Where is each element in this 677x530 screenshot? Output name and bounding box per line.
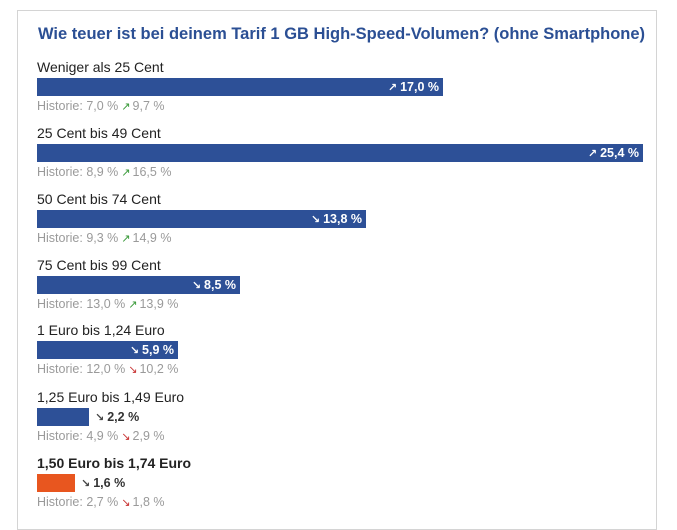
bar: ↗ 17,0 % — [37, 78, 443, 96]
history-line: Historie: 2,7 % ↘ 1,8 % — [37, 493, 647, 511]
history-line: Historie: 12,0 % ↘ 10,2 % — [37, 360, 647, 378]
trend-up-arrow-icon: ↗ — [128, 299, 138, 311]
history-value-1: 2,7 % — [86, 495, 119, 509]
trend-down-arrow-icon: ↘ — [128, 364, 138, 376]
history-line: Historie: 13,0 % ↗ 13,9 % — [37, 295, 647, 313]
bar-row: ↗ 17,0 % — [37, 78, 647, 96]
poll-option[interactable]: 1 Euro bis 1,24 Euro ↘ 5,9 % Historie: 12… — [37, 321, 647, 378]
history-value-2: 14,9 % — [132, 231, 172, 245]
history-label: Historie: — [37, 231, 83, 245]
trend-down-arrow-icon: ↘ — [310, 214, 321, 226]
poll-option[interactable]: 75 Cent bis 99 Cent ↘ 8,5 % Historie: 13,… — [37, 256, 647, 313]
data-label: ↘ 13,8 % — [311, 212, 362, 226]
bar: ↘ 8,5 % — [37, 276, 240, 294]
bar — [37, 408, 89, 426]
trend-up-arrow-icon: ↗ — [587, 148, 598, 160]
option-label: 1,50 Euro bis 1,74 Euro — [37, 455, 192, 471]
poll-option[interactable]: 1,50 Euro bis 1,74 Euro ↘ 1,6 % Historie:… — [37, 454, 647, 511]
trend-down-arrow-icon: ↘ — [121, 497, 131, 509]
data-label-value: 17,0 % — [400, 80, 439, 94]
history-value-1: 4,9 % — [86, 429, 119, 443]
poll-card: Wie teuer ist bei deinem Tarif 1 GB High… — [17, 10, 657, 530]
bar: ↘ 13,8 % — [37, 210, 366, 228]
chart-title: Wie teuer ist bei deinem Tarif 1 GB High… — [38, 25, 646, 43]
history-label: Historie: — [37, 165, 83, 179]
trend-up-arrow-icon: ↗ — [121, 167, 131, 179]
history-line: Historie: 7,0 % ↗ 9,7 % — [37, 97, 647, 115]
history-line: Historie: 4,9 % ↘ 2,9 % — [37, 427, 647, 445]
bar-row: ↘ 8,5 % — [37, 276, 647, 294]
history-value-2: 16,5 % — [132, 165, 172, 179]
data-label: ↘ 5,9 % — [130, 343, 174, 357]
bar — [37, 474, 75, 492]
history-label: Historie: — [37, 495, 83, 509]
trend-down-arrow-icon: ↘ — [81, 478, 91, 490]
trend-down-arrow-icon: ↘ — [191, 280, 202, 292]
data-label: ↘ 1,6 % — [81, 476, 125, 490]
data-label-value: 13,8 % — [323, 212, 362, 226]
history-value-2: 1,8 % — [132, 495, 165, 509]
option-label: 1,25 Euro bis 1,49 Euro — [37, 389, 185, 405]
history-value-2: 9,7 % — [132, 99, 165, 113]
trend-down-arrow-icon: ↘ — [129, 345, 140, 357]
history-line: Historie: 8,9 % ↗ 16,5 % — [37, 163, 647, 181]
bar: ↗ 25,4 % — [37, 144, 643, 162]
data-label-value: 1,6 % — [93, 476, 126, 490]
data-label: ↗ 17,0 % — [388, 80, 439, 94]
poll-option[interactable]: 50 Cent bis 74 Cent ↘ 13,8 % Historie: 9,… — [37, 190, 647, 247]
bar-row: ↘ 2,2 % — [37, 408, 647, 426]
trend-up-arrow-icon: ↗ — [121, 233, 131, 245]
poll-option[interactable]: 25 Cent bis 49 Cent ↗ 25,4 % Historie: 8,… — [37, 124, 647, 181]
option-label: 75 Cent bis 99 Cent — [37, 257, 161, 273]
data-label-value: 2,2 % — [107, 410, 140, 424]
option-label: 25 Cent bis 49 Cent — [37, 125, 161, 141]
poll-option[interactable]: 1,25 Euro bis 1,49 Euro ↘ 2,2 % Historie:… — [37, 388, 647, 445]
data-label-value: 25,4 % — [600, 146, 639, 160]
history-value-1: 12,0 % — [86, 362, 126, 376]
history-label: Historie: — [37, 429, 83, 443]
data-label: ↗ 25,4 % — [588, 146, 639, 160]
poll-option[interactable]: Weniger als 25 Cent ↗ 17,0 % Historie: 7,… — [37, 58, 647, 115]
data-label: ↘ 8,5 % — [192, 278, 236, 292]
trend-up-arrow-icon: ↗ — [121, 101, 131, 113]
trend-down-arrow-icon: ↘ — [121, 431, 131, 443]
history-line: Historie: 9,3 % ↗ 14,9 % — [37, 229, 647, 247]
history-value-2: 2,9 % — [132, 429, 165, 443]
history-label: Historie: — [37, 362, 83, 376]
bar-row: ↘ 5,9 % — [37, 341, 647, 359]
history-value-1: 13,0 % — [86, 297, 126, 311]
data-label-value: 5,9 % — [142, 343, 174, 357]
history-label: Historie: — [37, 297, 83, 311]
history-value-2: 10,2 % — [139, 362, 179, 376]
trend-down-arrow-icon: ↘ — [95, 412, 105, 424]
history-value-1: 9,3 % — [86, 231, 119, 245]
history-label: Historie: — [37, 99, 83, 113]
option-label: 50 Cent bis 74 Cent — [37, 191, 161, 207]
option-label: Weniger als 25 Cent — [37, 59, 164, 75]
data-label-value: 8,5 % — [204, 278, 236, 292]
history-value-1: 7,0 % — [86, 99, 119, 113]
bar-row: ↗ 25,4 % — [37, 144, 647, 162]
bar-row: ↘ 1,6 % — [37, 474, 647, 492]
history-value-1: 8,9 % — [86, 165, 119, 179]
data-label: ↘ 2,2 % — [95, 410, 139, 424]
option-label: 1 Euro bis 1,24 Euro — [37, 322, 165, 338]
bar-row: ↘ 13,8 % — [37, 210, 647, 228]
history-value-2: 13,9 % — [139, 297, 179, 311]
bar: ↘ 5,9 % — [37, 341, 178, 359]
trend-up-arrow-icon: ↗ — [387, 82, 398, 94]
